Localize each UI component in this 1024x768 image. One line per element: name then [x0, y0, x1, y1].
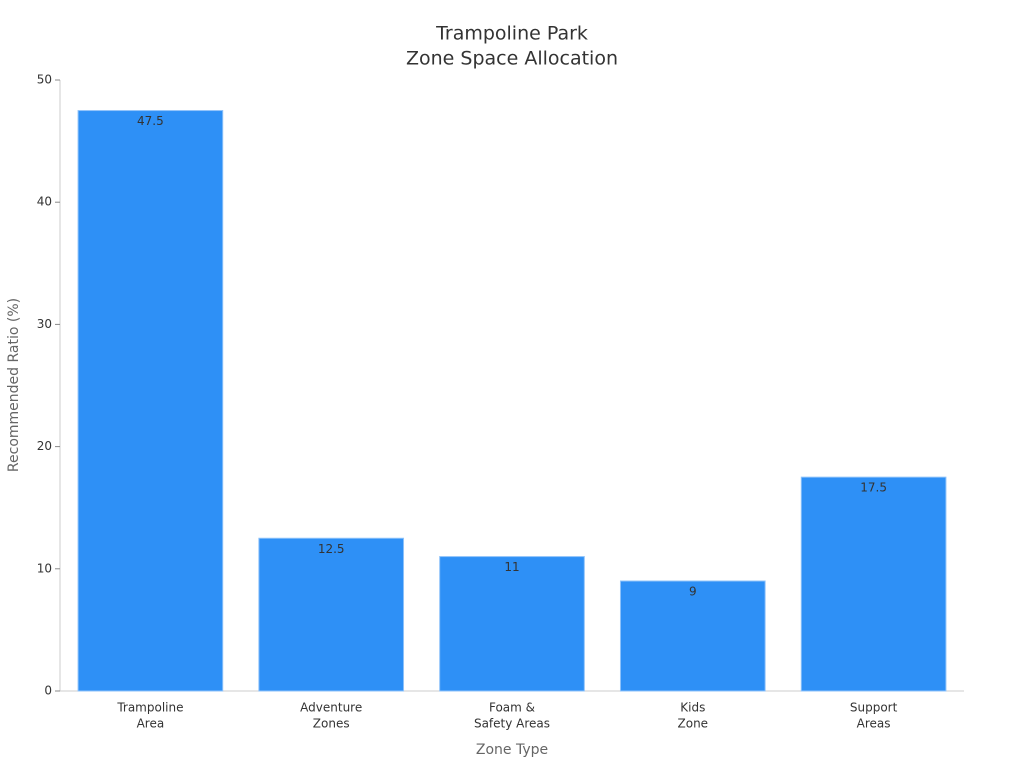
- y-tick-label: 50: [37, 73, 52, 87]
- x-tick-label: Zones: [313, 717, 350, 731]
- x-tick-label: Zone: [678, 717, 709, 731]
- y-tick-label: 30: [37, 317, 52, 331]
- chart-title: Trampoline Park: [435, 23, 588, 45]
- x-tick-label: Foam &: [489, 701, 535, 715]
- y-tick-label: 10: [37, 561, 52, 575]
- value-label: 9: [689, 585, 697, 599]
- chart-title: Zone Space Allocation: [406, 48, 618, 70]
- y-tick-label: 0: [44, 684, 52, 698]
- x-tick-label: Safety Areas: [474, 717, 550, 731]
- y-tick-label: 40: [37, 195, 52, 209]
- x-tick-label: Kids: [680, 701, 705, 715]
- value-label: 12.5: [318, 542, 345, 556]
- value-label: 47.5: [137, 114, 164, 128]
- y-tick-label: 20: [37, 439, 52, 453]
- bar: [258, 537, 405, 692]
- x-tick-label: Area: [137, 717, 165, 731]
- value-label: 11: [504, 560, 519, 574]
- bar: [439, 556, 585, 692]
- y-axis-label: Recommended Ratio (%): [6, 298, 22, 472]
- x-axis-label: Zone Type: [476, 742, 548, 758]
- bar: [800, 476, 947, 692]
- bar: [619, 580, 766, 692]
- x-tick-label: Support: [850, 701, 898, 715]
- value-label: 17.5: [860, 481, 887, 495]
- bar: [77, 110, 224, 692]
- x-tick-label: Adventure: [300, 701, 362, 715]
- x-tick-label: Trampoline: [116, 701, 183, 715]
- x-tick-label: Areas: [857, 717, 891, 731]
